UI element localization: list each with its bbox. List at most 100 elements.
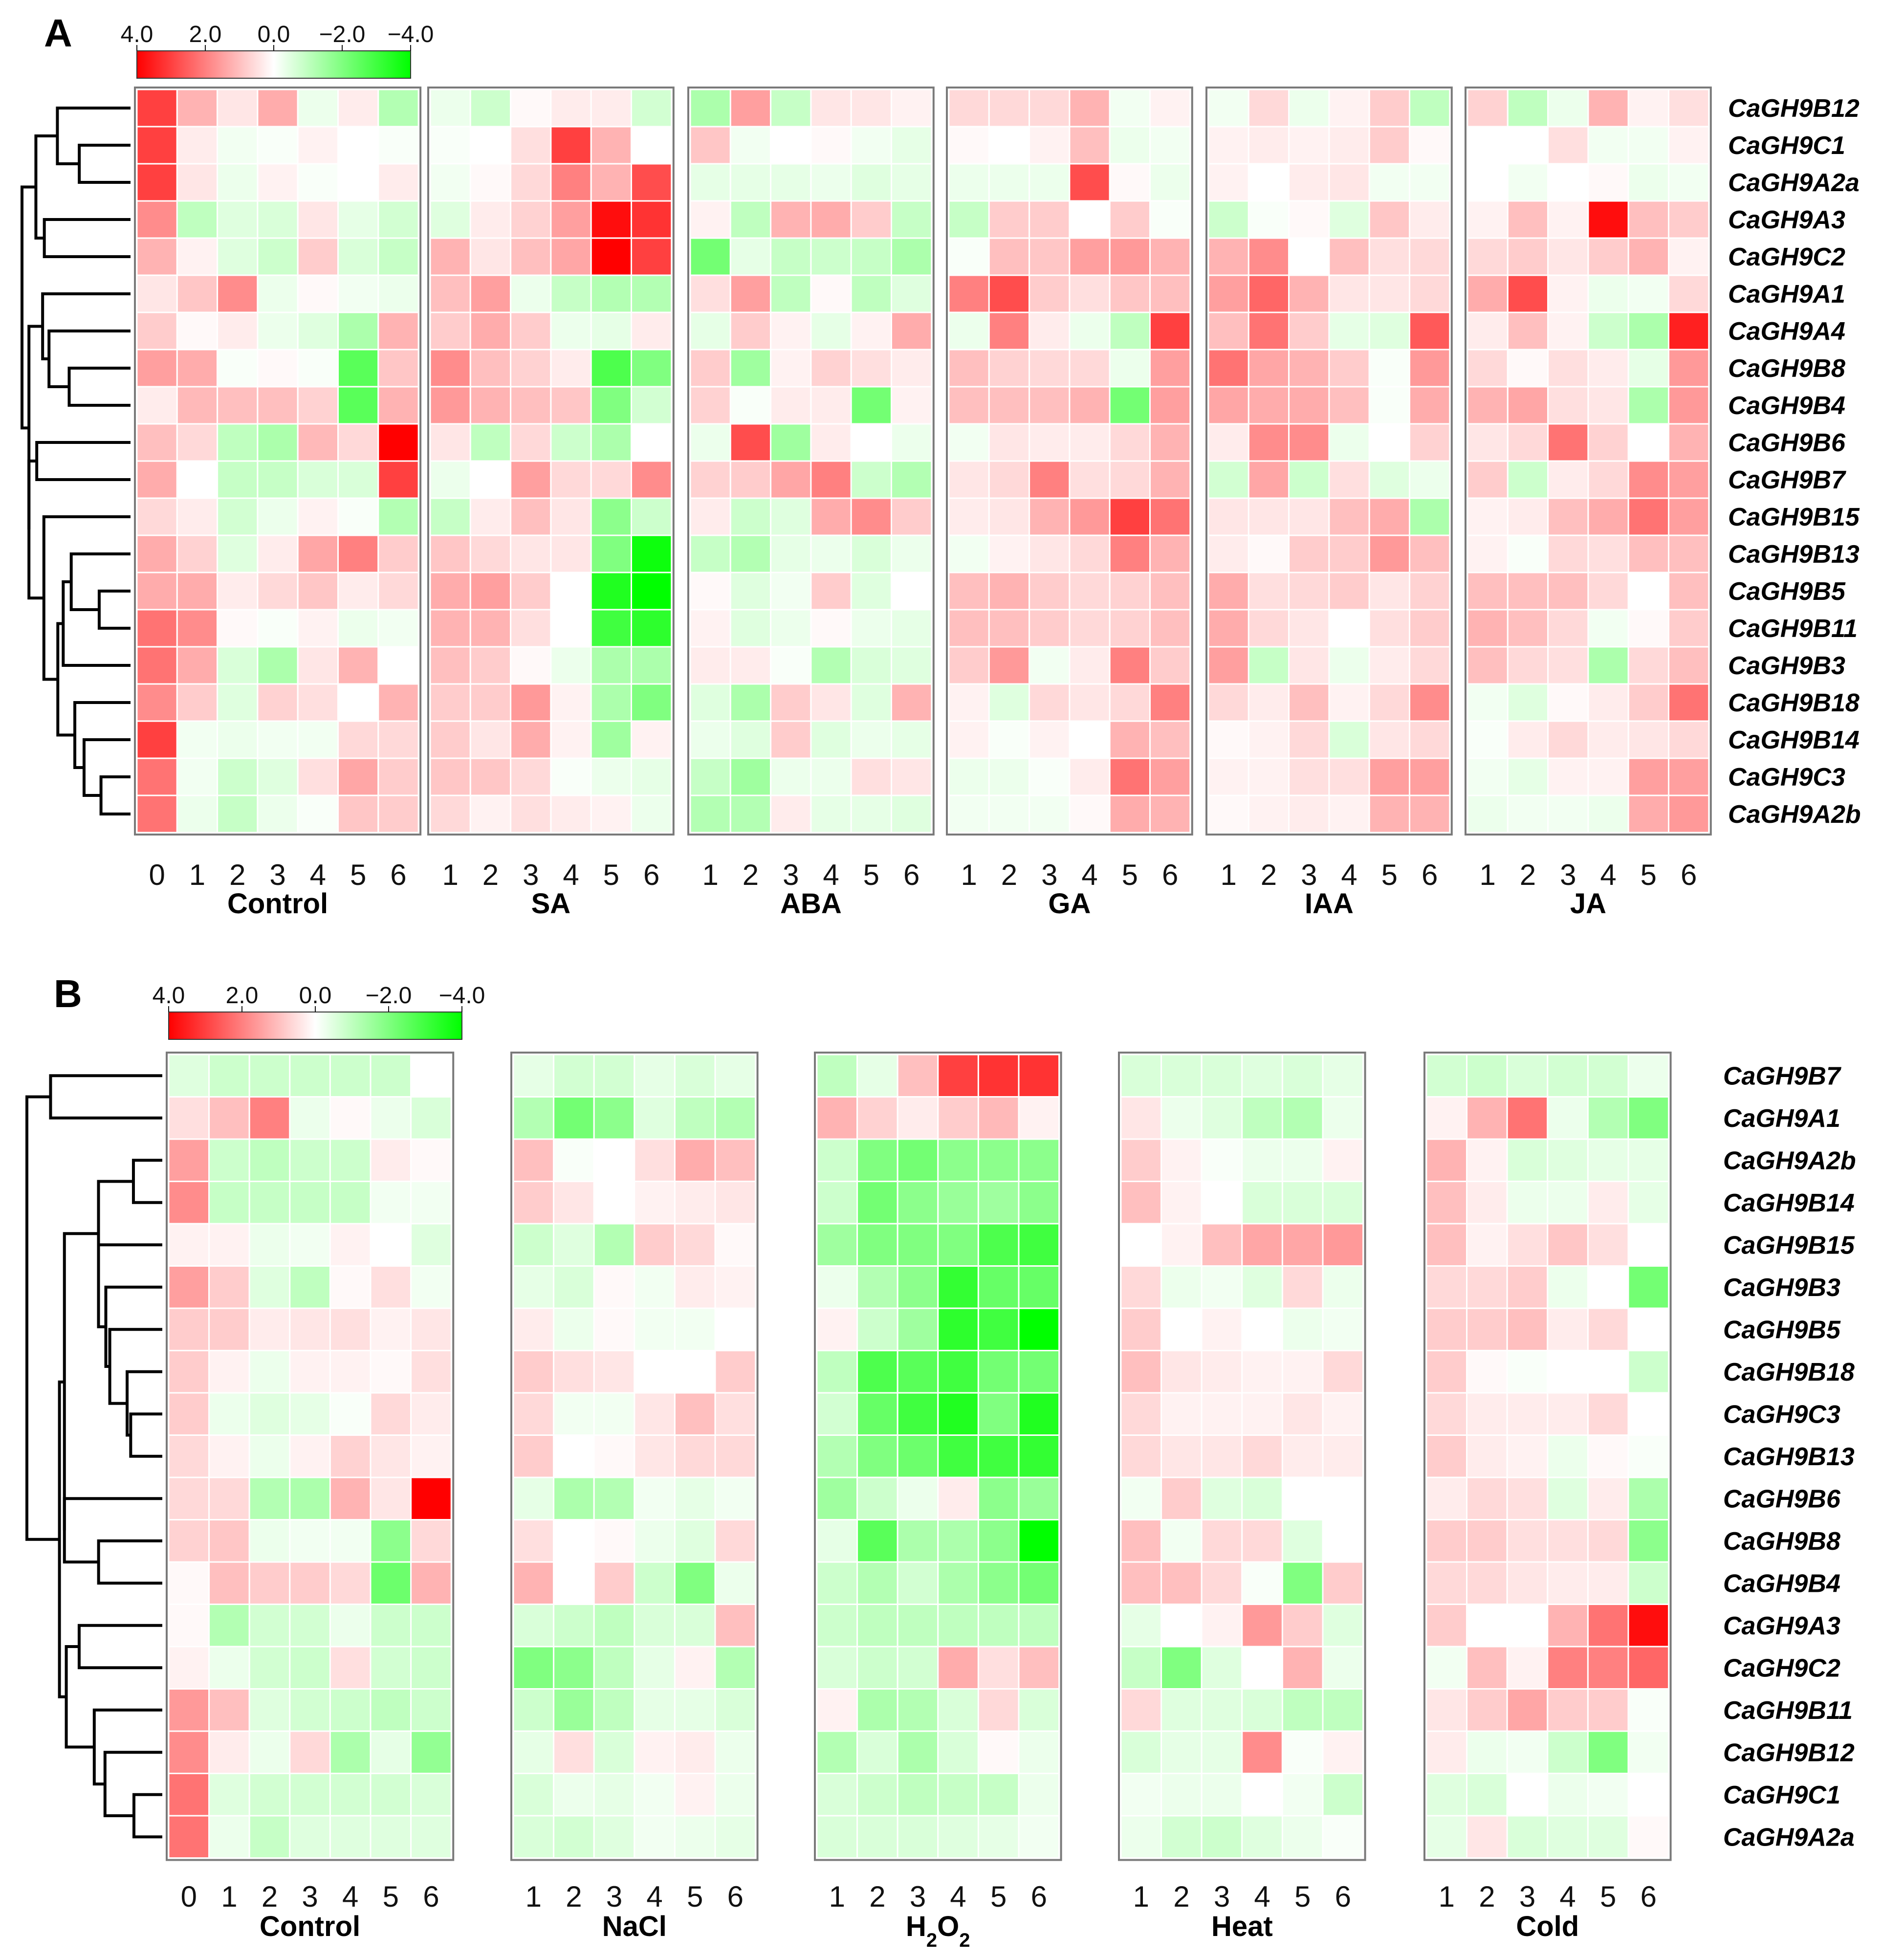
heatmap-cell [977,1350,1020,1394]
heatmap-cell [553,1350,595,1394]
heatmap-cell [816,1223,858,1267]
heatmap-cell [1507,609,1549,648]
heatmap-cell [714,1307,757,1351]
heatmap-cell [410,1392,452,1436]
heatmap-cell [377,794,419,834]
heatmap-cell [674,1561,716,1605]
heatmap-cell [168,1223,210,1267]
heatmap-cell [168,1054,210,1098]
heatmap-cell [1160,1181,1203,1225]
heatmap-cell [977,1519,1020,1563]
heatmap-cell [1322,1519,1364,1563]
heatmap-cell [856,1604,898,1648]
heatmap-cell [510,757,552,796]
heatmap-cell [729,460,772,499]
heatmap-cell [1247,88,1290,128]
heatmap-cell [674,1265,716,1309]
heatmap-cell [948,646,990,685]
heatmap-cell [136,386,178,425]
heatmap-cell [1069,572,1111,611]
heatmap-cell [1241,1773,1283,1817]
heatmap-cell [1149,572,1191,611]
heatmap-cell [1018,1054,1060,1098]
heatmap-cell [168,1646,210,1690]
heatmap-cell [590,683,632,722]
heatmap-cell [1425,1646,1468,1690]
group-title: Cold [1516,1911,1579,1942]
gene-label: CaGH9B14 [1728,726,1860,754]
heatmap-cell [1201,1773,1243,1817]
heatmap-cell [988,794,1030,834]
heatmap-cell [1160,1646,1203,1690]
heatmap-cell [1547,126,1589,165]
heatmap-cell [1425,1688,1468,1732]
heatmap-cell [1466,460,1509,499]
heatmap-cell [257,683,299,722]
heatmap-cell [1587,126,1629,165]
heatmap-cell [297,126,339,165]
heatmap-cell [1547,534,1589,573]
heatmap-cell [1547,88,1589,128]
heatmap-cell [337,311,379,351]
group-title: Control [260,1911,360,1942]
heatmap-cell [1241,1096,1283,1140]
heatmap-cell [208,1181,250,1225]
heatmap-cell [176,237,219,276]
heatmap-cell [510,572,552,611]
dendrogram-branch [25,1095,60,1541]
heatmap-cell [329,1096,372,1140]
heatmap-cell [1109,311,1151,351]
heatmap-cell [1668,163,1710,202]
x-tick-label: 2 [229,858,245,891]
heatmap-cell [1288,237,1330,276]
heatmap-cell [937,1561,979,1605]
heatmap-cell [1587,1688,1629,1732]
heatmap-cell [593,1223,635,1267]
heatmap-cell [1288,794,1330,834]
heatmap-cell [897,1561,939,1605]
heatmap-cell [512,1561,555,1605]
heatmap-cell [891,572,933,611]
heatmap-cell [337,386,379,425]
heatmap-cell [168,1181,210,1225]
heatmap-cell [1425,1096,1468,1140]
heatmap-cell [297,423,339,462]
x-tick-label: 4 [563,858,579,891]
heatmap-cell [176,646,219,685]
heatmap-cell [1322,1476,1364,1520]
heatmap-cell [689,757,731,796]
heatmap-cell [810,237,852,276]
heatmap-cell [810,794,852,834]
heatmap-cell [1668,757,1710,796]
heatmap-cell [1120,1307,1162,1351]
heatmap-cell [510,609,552,648]
heatmap-cell [1207,126,1249,165]
heatmap-cell [248,1265,291,1309]
heatmap-cell [1029,460,1071,499]
group-title: Heat [1211,1911,1273,1942]
heatmap-cell [850,237,892,276]
heatmap-cell [631,237,673,276]
heatmap-cell [510,794,552,834]
heatmap-cell [1029,163,1071,202]
heatmap-cell [1587,1646,1629,1690]
heatmap-cell [948,88,990,128]
heatmap-cell [136,88,178,128]
heatmap-cell [1587,1561,1629,1605]
heatmap-cell [1029,497,1071,536]
heatmap-cell [631,683,673,722]
x-tick-label: 1 [1479,858,1495,891]
x-tick-label: 2 [1520,858,1536,891]
heatmap-cell [1466,1688,1508,1732]
x-tick-label: 5 [383,1880,399,1913]
heatmap-cell [856,1392,898,1436]
heatmap-cell [1247,572,1290,611]
heatmap-cell [937,1350,979,1394]
group-frame [1465,87,1712,836]
heatmap-cell [1466,1646,1508,1690]
gene-label: CaGH9A2a [1723,1823,1855,1851]
heatmap-cell [593,1561,635,1605]
heatmap-cell [176,683,219,722]
heatmap-cell [329,1646,372,1690]
heatmap-cell [510,349,552,388]
